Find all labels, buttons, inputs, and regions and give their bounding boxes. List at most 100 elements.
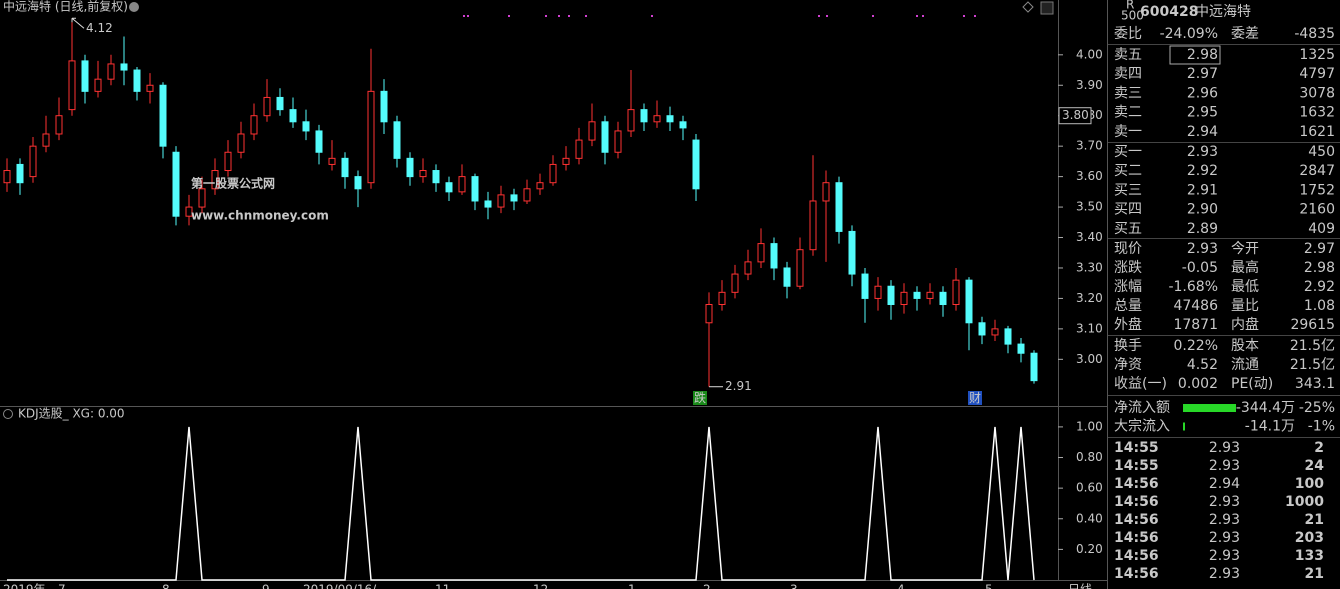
candle-body xyxy=(523,188,531,202)
candle-body xyxy=(978,322,986,336)
candle-body xyxy=(692,139,700,190)
level-volume: 1632 xyxy=(1299,105,1335,121)
x-tick-label: 7 xyxy=(58,583,66,589)
candle-body xyxy=(16,163,24,184)
candle-body xyxy=(42,133,50,147)
trade-price: 2.93 xyxy=(1209,440,1240,456)
candle-body xyxy=(94,78,102,92)
watermark: 第一股票公式网 xyxy=(191,176,275,191)
level-label: 买三 xyxy=(1114,182,1142,198)
candle-body xyxy=(588,121,596,141)
candle-body xyxy=(250,115,258,135)
candle-body xyxy=(380,90,388,123)
event-marker-box xyxy=(693,391,707,405)
stock-name: 中远海特 xyxy=(1195,4,1251,20)
candle-body xyxy=(653,115,661,123)
stat-label: 量比 xyxy=(1231,298,1259,314)
y-tick-label: 3.60 xyxy=(1076,169,1103,183)
flow-bar xyxy=(1183,404,1236,412)
x-tick-label: 3 xyxy=(790,583,798,589)
x-tick-label: 9 xyxy=(262,583,270,589)
trade-volume: 2 xyxy=(1314,440,1324,456)
row-value: -24.09% xyxy=(1160,26,1218,42)
stat-label: 涨跌 xyxy=(1114,260,1142,276)
x-tick-label: 8 xyxy=(162,583,170,589)
candle-body xyxy=(666,115,674,123)
candle-body xyxy=(393,121,401,159)
level-label: 买一 xyxy=(1114,144,1142,160)
stat-label: 换手 xyxy=(1114,337,1142,354)
candle-body xyxy=(159,84,167,147)
level-price: 2.95 xyxy=(1187,105,1218,121)
trade-time: 14:56 xyxy=(1114,530,1159,546)
y-tick-label: 1.00 xyxy=(1076,419,1103,433)
trade-price: 2.93 xyxy=(1209,512,1240,528)
candle-body xyxy=(302,121,310,132)
candle-body xyxy=(198,188,206,208)
stat-value: 2.93 xyxy=(1187,241,1218,257)
scroll-button[interactable] xyxy=(1040,1,1054,15)
candle-body xyxy=(614,130,622,153)
candle-body xyxy=(835,182,843,232)
selected-cell xyxy=(1169,45,1221,65)
y-tick-label: 3.90 xyxy=(1076,78,1103,92)
level-label: 买五 xyxy=(1114,221,1142,237)
candle-body xyxy=(341,157,349,178)
stat-label: 流通 xyxy=(1231,357,1259,373)
indicator-title: KDJ选股_ XG: 0.00 xyxy=(18,407,125,421)
y-tick-label: 4.00 xyxy=(1076,47,1103,61)
y-tick-label: 3.10 xyxy=(1076,321,1103,335)
stat-label: 净资 xyxy=(1114,357,1142,373)
y-tick-label: 3.20 xyxy=(1076,291,1103,305)
candle-body xyxy=(224,151,232,172)
candle-body xyxy=(172,151,180,217)
trade-price: 2.93 xyxy=(1209,494,1240,510)
event-marker-box xyxy=(968,391,982,405)
flow-value: -344.4万 xyxy=(1236,400,1295,416)
level-volume: 2847 xyxy=(1299,163,1335,179)
candle-body xyxy=(133,69,141,92)
signal-dots xyxy=(463,15,976,17)
level-label: 卖五 xyxy=(1114,47,1142,63)
toggle-icon[interactable] xyxy=(1022,1,1034,13)
candle-body xyxy=(562,157,570,165)
stat-value: 0.002 xyxy=(1178,376,1218,392)
candle-body xyxy=(601,121,609,153)
level-price: 2.92 xyxy=(1187,163,1218,179)
x-tick-label: 11 xyxy=(435,583,450,589)
candle-body xyxy=(68,60,76,111)
candle-body xyxy=(81,60,89,92)
flow-pct: -1% xyxy=(1308,419,1335,435)
candle-body xyxy=(861,273,869,299)
trade-volume: 203 xyxy=(1295,530,1324,546)
flow-label: 净流入额 xyxy=(1114,400,1170,416)
event-marker: 跌 xyxy=(694,390,706,405)
trade-volume: 1000 xyxy=(1285,494,1324,510)
trade-time: 14:56 xyxy=(1114,548,1159,564)
level-label: 卖四 xyxy=(1114,66,1142,82)
candle-body xyxy=(29,145,37,178)
annotation: 4.12 xyxy=(86,21,113,35)
candle-body xyxy=(263,96,271,117)
candle-body xyxy=(926,291,934,299)
trade-time: 14:55 xyxy=(1114,440,1159,456)
level-price: 2.98 xyxy=(1187,47,1218,63)
stat-value: 343.1 xyxy=(1295,376,1335,392)
x-tick-label: 5 xyxy=(985,583,993,589)
level-label: 卖一 xyxy=(1114,124,1142,140)
trade-time: 14:56 xyxy=(1114,512,1159,528)
menu-icon[interactable] xyxy=(3,409,13,419)
level-price: 2.90 xyxy=(1187,202,1218,218)
stat-value: 21.5亿 xyxy=(1290,338,1335,354)
trade-time: 14:56 xyxy=(1114,476,1159,492)
level-price: 2.97 xyxy=(1187,66,1218,82)
stat-label: 涨幅 xyxy=(1114,279,1142,295)
candle-body xyxy=(718,291,726,306)
flow-label: 大宗流入 xyxy=(1114,419,1170,435)
stat-label: 股本 xyxy=(1231,338,1259,354)
menu-icon[interactable] xyxy=(129,2,139,12)
level-label: 买四 xyxy=(1114,202,1142,218)
candle-body xyxy=(770,243,778,269)
candle-body xyxy=(471,176,479,202)
candle-body xyxy=(744,261,752,275)
